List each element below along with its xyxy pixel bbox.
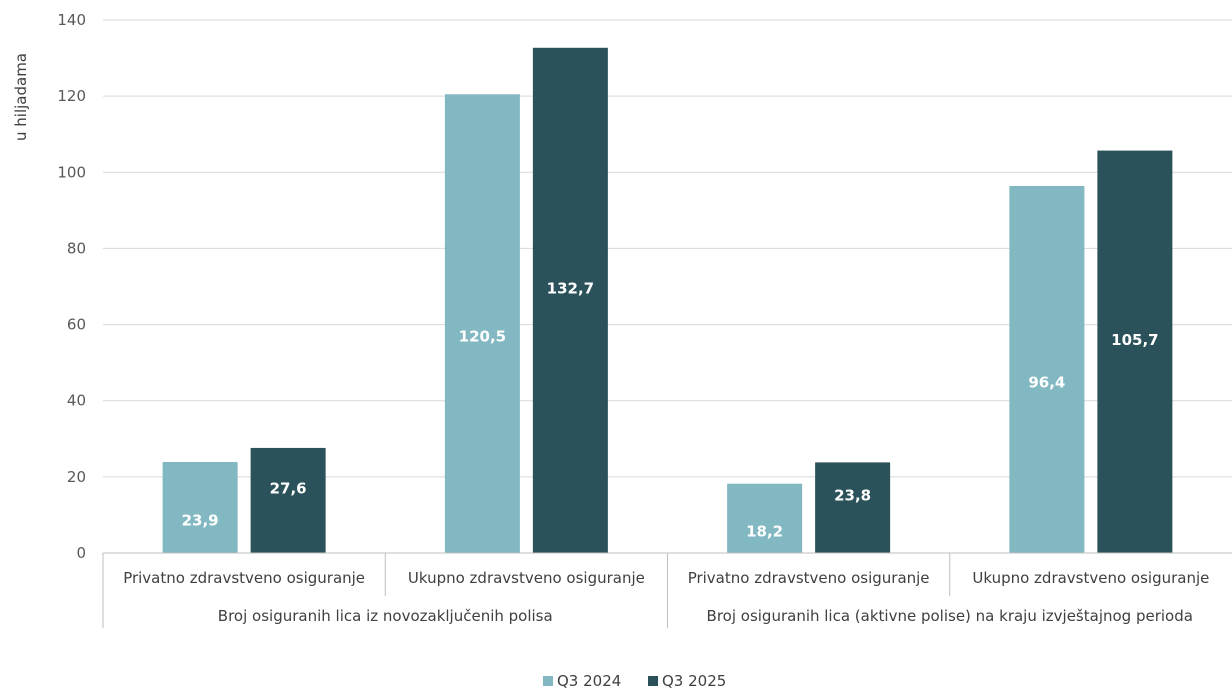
- y-tick-label: 20: [67, 468, 86, 486]
- y-tick-label: 100: [57, 163, 86, 181]
- category-label: Ukupno zdravstveno osiguranje: [408, 569, 645, 587]
- y-tick-label: 140: [57, 11, 86, 29]
- bar-q3-2025: [1097, 150, 1173, 553]
- legend-label: Q3 2025: [662, 672, 726, 689]
- group-label: Broj osiguranih lica iz novozaključenih …: [218, 607, 553, 625]
- bars: [162, 47, 1173, 553]
- data-label: 132,7: [547, 279, 594, 297]
- bar-q3-2024: [444, 94, 520, 553]
- data-label: 23,8: [834, 487, 871, 505]
- grid-lines: [103, 19, 1232, 478]
- legend-swatch: [543, 676, 553, 686]
- legend: Q3 2024 Q3 2025: [543, 672, 726, 689]
- bar-q3-2024: [727, 483, 803, 553]
- y-axis-ticks: 0 20 40 60 80 100 120 140: [57, 11, 86, 562]
- y-axis-label: u hiljadama: [12, 53, 30, 141]
- bar-q3-2025: [532, 47, 608, 553]
- y-tick-label: 80: [67, 239, 86, 257]
- data-label: 105,7: [1111, 331, 1158, 349]
- legend-swatch: [648, 676, 658, 686]
- bar-q3-2024: [162, 462, 238, 553]
- y-tick-label: 120: [57, 87, 86, 105]
- category-label: Privatno zdravstveno osiguranje: [688, 569, 930, 587]
- y-tick-label: 40: [67, 392, 86, 410]
- y-tick-label: 60: [67, 316, 86, 334]
- data-labels: 23,9 120,5 18,2 96,4 27,6 132,7 23,8 105,7: [182, 279, 1159, 540]
- group-label: Broj osiguranih lica (aktivne polise) na…: [707, 607, 1193, 625]
- bar-q3-2025: [815, 462, 891, 553]
- data-label: 23,9: [182, 512, 219, 530]
- bar-q3-2025: [250, 447, 326, 553]
- data-label: 96,4: [1028, 373, 1065, 391]
- category-label: Privatno zdravstveno osiguranje: [123, 569, 365, 587]
- x-axis: [102, 552, 1232, 628]
- y-tick-label: 0: [76, 544, 86, 562]
- data-label: 18,2: [746, 522, 783, 540]
- data-label: 27,6: [270, 479, 307, 497]
- category-labels: Privatno zdravstveno osiguranje Ukupno zd…: [123, 569, 1209, 625]
- bar-q3-2024: [1009, 185, 1085, 553]
- legend-label: Q3 2024: [557, 672, 621, 689]
- data-label: 120,5: [459, 328, 506, 346]
- category-label: Ukupno zdravstveno osiguranje: [972, 569, 1209, 587]
